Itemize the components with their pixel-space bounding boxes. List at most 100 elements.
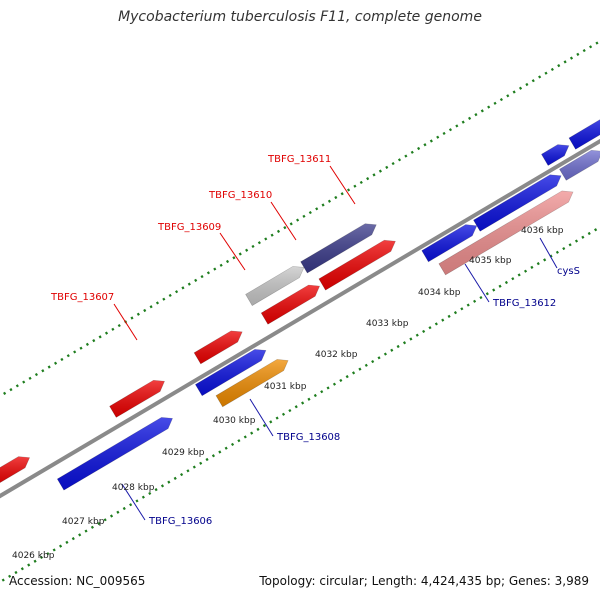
tick-mark: [14, 570, 18, 575]
gene-label[interactable]: TBFG_13612: [492, 298, 556, 309]
tick-mark: [321, 203, 325, 207]
tick-mark: [167, 480, 171, 484]
tick-mark: [276, 229, 281, 233]
gene-label[interactable]: TBFG_13610: [208, 190, 272, 201]
tick-mark: [141, 495, 145, 499]
tick-mark: [117, 323, 121, 328]
tick-mark: [275, 416, 279, 420]
tick-mark: [568, 243, 572, 247]
gene-arrow-blue-shade: [195, 349, 266, 396]
tick-mark: [557, 64, 561, 68]
tick-mark: [506, 94, 510, 98]
leader-line: [270, 201, 297, 241]
tick-mark: [473, 299, 477, 303]
tick-mark: [205, 457, 209, 462]
accession-label: Accession: NC_009565: [9, 574, 146, 588]
tick-mark: [219, 263, 223, 267]
tick-mark: [480, 109, 484, 113]
tick-mark: [206, 271, 210, 275]
gene-arrow-tbfg-13606-shade: [57, 417, 173, 491]
tick-mark: [97, 521, 101, 526]
tick-mark: [442, 131, 446, 136]
tick-mark: [288, 408, 292, 413]
tick-mark: [262, 424, 266, 428]
tick-mark: [200, 275, 204, 279]
tick-mark: [20, 567, 24, 571]
tick-mark: [574, 239, 579, 243]
tick-mark: [428, 326, 432, 330]
gene-label[interactable]: TBFG_13607: [50, 292, 114, 303]
tick-mark: [436, 135, 440, 139]
tick-mark: [422, 329, 426, 334]
tick-mark: [90, 525, 94, 529]
tick-mark: [28, 376, 32, 380]
tick-mark: [487, 105, 491, 109]
tick-mark: [78, 533, 82, 537]
gene-arrow-tbfg-13607-shade: [109, 380, 165, 418]
scale-label: 4027 kbp: [62, 517, 105, 527]
tick-mark: [302, 214, 306, 218]
tick-mark: [492, 288, 496, 292]
tick-mark: [366, 177, 370, 181]
tick-mark: [390, 348, 394, 352]
tick-mark: [237, 439, 241, 443]
tick-mark: [523, 269, 528, 273]
gene-label[interactable]: TBFG_13608: [276, 432, 340, 443]
leader-line: [113, 303, 138, 341]
tick-mark: [589, 45, 593, 49]
tick-mark: [149, 305, 153, 309]
gene-arrow-tbfg-13608-shade: [216, 359, 289, 407]
tick-mark: [313, 393, 317, 398]
gene-label[interactable]: TBFG_13611: [267, 154, 331, 165]
tick-mark: [162, 297, 166, 301]
tick-mark: [8, 574, 12, 578]
gene-label[interactable]: TBFG_13609: [157, 222, 221, 233]
tick-mark: [402, 341, 407, 345]
tick-mark: [187, 282, 191, 286]
scale-label: 4029 kbp: [162, 448, 205, 458]
gene-arrow-cyss-shade: [559, 150, 600, 181]
gene-arrow-tbfg-13609-shade: [194, 330, 243, 364]
tick-mark: [385, 165, 389, 169]
tick-mark: [3, 391, 7, 395]
tick-mark: [383, 352, 387, 356]
tick-mark: [587, 231, 591, 236]
tick-mark: [39, 555, 44, 560]
tick-mark: [410, 150, 414, 154]
tick-mark: [15, 384, 19, 388]
tick-mark: [232, 256, 236, 260]
gene-arrow-blue-d-shade: [541, 144, 569, 166]
gene-arrow-tbfg-13611-shade: [300, 223, 377, 273]
tick-mark: [296, 218, 300, 222]
tick-mark: [192, 465, 196, 469]
tick-mark: [79, 346, 83, 350]
leader-line: [219, 232, 246, 271]
gene-arrow-blue-e-shade: [569, 119, 600, 150]
tick-mark: [474, 113, 478, 117]
tick-mark: [518, 86, 523, 90]
gene-arrow-tbfg-13612-blue-shade: [421, 224, 477, 262]
tick-mark: [41, 369, 45, 373]
topology-summary: Topology: circular; Length: 4,424,435 bp…: [259, 574, 589, 588]
tick-mark: [154, 488, 158, 492]
gene-arrow-blue-c-shade: [473, 174, 562, 232]
tick-mark: [224, 446, 228, 450]
tick-mark: [332, 382, 337, 386]
tick-mark: [511, 277, 515, 281]
tick-mark: [257, 241, 261, 245]
gene-label[interactable]: cysS: [557, 266, 580, 277]
tick-mark: [129, 503, 133, 507]
scale-label: 4031 kbp: [264, 382, 307, 392]
tick-row-upper: [3, 41, 599, 395]
gene-label[interactable]: TBFG_13606: [148, 516, 212, 527]
tick-mark: [104, 331, 109, 335]
scale-label: 4033 kbp: [366, 319, 409, 329]
tick-mark: [289, 222, 293, 226]
tick-mark: [194, 278, 198, 282]
leader-line: [539, 237, 558, 269]
gene-arrow-tbfg-13611-red-shade: [318, 240, 396, 291]
tick-mark: [353, 184, 357, 188]
tick-mark: [441, 318, 445, 322]
tick-mark: [320, 390, 324, 394]
tick-mark: [122, 506, 126, 511]
